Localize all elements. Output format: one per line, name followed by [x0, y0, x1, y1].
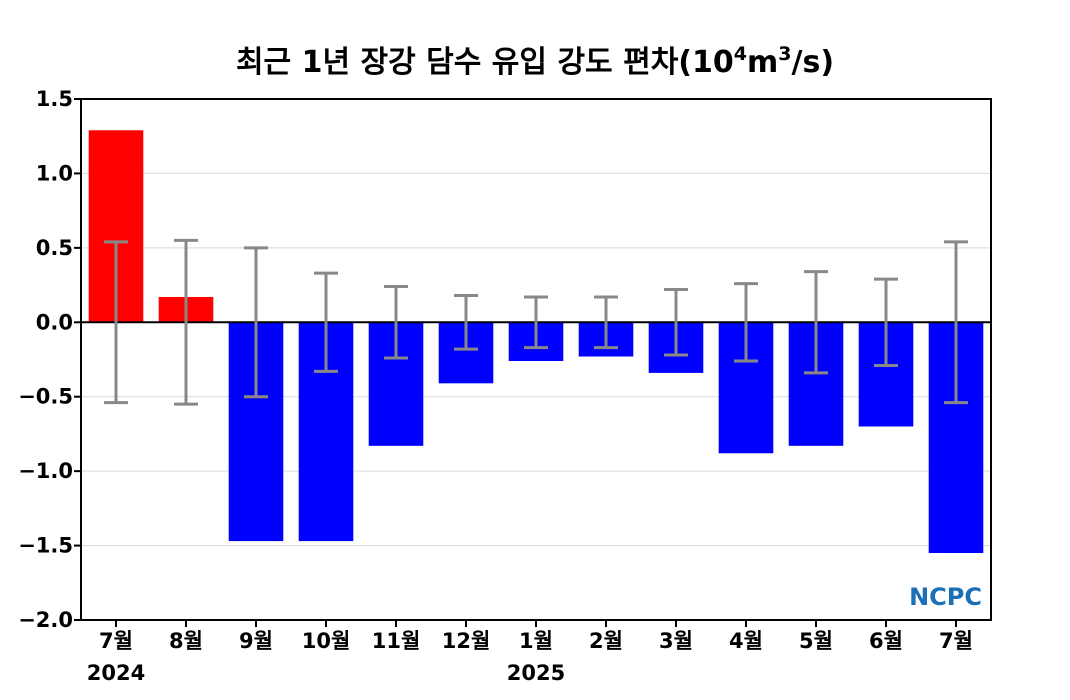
x-axis: 7월 8월 9월 10월 11월 12월 1월 2월 3월 4월 5월 6월 7월 2024 2025 — [87, 620, 973, 685]
x-year-label: 2025 — [507, 661, 565, 685]
x-tick-label: 11월 — [372, 629, 421, 653]
x-tick-label: 3월 — [659, 629, 693, 653]
chart-title-unit-exp: 4 — [734, 43, 747, 65]
y-tick-label: 0.5 — [36, 236, 73, 260]
chart-title-main: 최근 1년 장강 담수 유입 강도 편차 — [236, 45, 679, 80]
x-tick-label: 7월 — [99, 629, 133, 653]
ncpc-logo: NCPC — [909, 583, 982, 611]
y-tick-label: 1.5 — [36, 87, 73, 111]
chart-title-unit-exp2: 3 — [778, 43, 791, 65]
x-tick-label: 1월 — [519, 629, 553, 653]
chart-title: 최근 1년 장강 담수 유입 강도 편차(104m3/s) — [236, 43, 834, 80]
y-axis: 1.5 1.0 0.5 0.0 −0.5 −1.0 −1.5 −2.0 — [18, 87, 81, 632]
error-bar-layer — [104, 238, 968, 406]
chart-title-unit-base: 10 — [692, 45, 734, 80]
logo-text: NCPC — [909, 583, 982, 611]
x-tick-label: 5월 — [799, 629, 833, 653]
x-tick-label: 4월 — [729, 629, 763, 653]
y-tick-label: −2.0 — [18, 608, 73, 632]
x-tick-label: 12월 — [442, 629, 491, 653]
x-tick-label: 6월 — [869, 629, 903, 653]
x-tick-label: 10월 — [302, 629, 351, 653]
y-tick-label: −1.5 — [18, 534, 73, 558]
y-tick-label: −0.5 — [18, 385, 73, 409]
chart-title-unit-tail: /s) — [792, 45, 835, 80]
y-tick-label: 1.0 — [36, 161, 73, 185]
x-tick-label: 9월 — [239, 629, 273, 653]
x-tick-label: 2월 — [589, 629, 623, 653]
y-tick-label: −1.0 — [18, 459, 73, 483]
bar-layer — [88, 130, 984, 554]
chart-title-unit-m: m — [747, 45, 778, 80]
x-year-label: 2024 — [87, 661, 145, 685]
chart-title-open-paren: ( — [678, 45, 692, 80]
x-tick-label: 7월 — [939, 629, 973, 653]
x-tick-label: 8월 — [169, 629, 203, 653]
y-tick-label: 0.0 — [36, 310, 73, 334]
